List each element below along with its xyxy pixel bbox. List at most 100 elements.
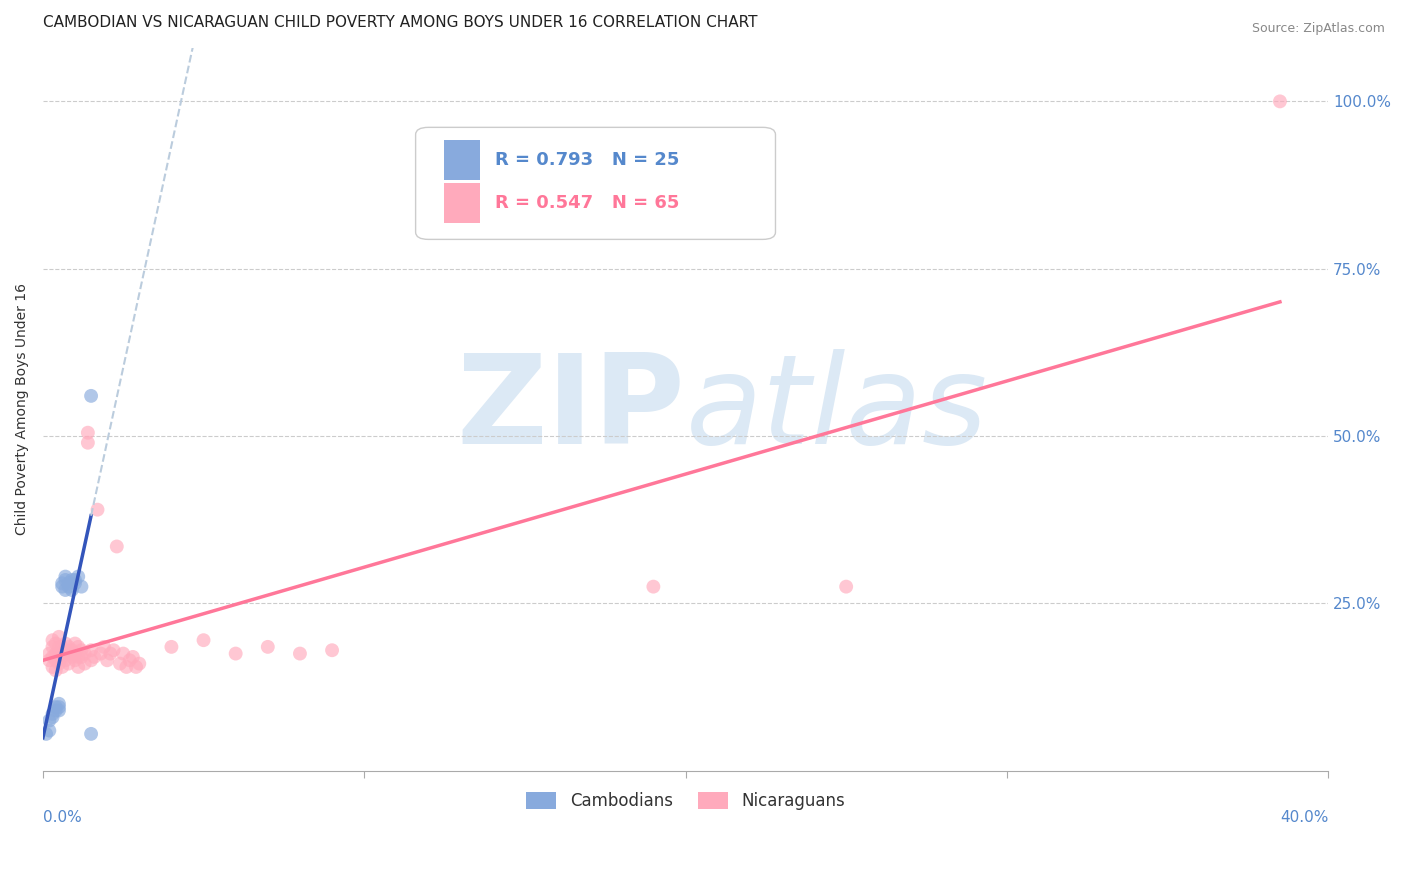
Text: R = 0.793   N = 25: R = 0.793 N = 25 [495,151,679,169]
Point [63,573,86,587]
Point [80,643,103,657]
Point [321,643,343,657]
Point [70,649,93,664]
Point [70,643,93,657]
Point [643,580,665,594]
Point [48,630,70,644]
Y-axis label: Child Poverty Among Boys Under 16: Child Poverty Among Boys Under 16 [15,284,30,535]
Point [225,647,247,661]
Point [41,649,63,664]
Point [86,502,108,516]
Point [38,723,60,738]
Point [35,727,58,741]
Point [80,389,103,403]
Point [58,657,80,671]
Point [55,653,77,667]
Point [76,435,98,450]
Point [48,703,70,717]
Point [60,582,83,597]
Point [112,647,135,661]
Point [60,643,83,657]
Point [98,647,121,661]
Point [41,710,63,724]
Point [128,657,150,671]
Point [51,640,73,654]
Point [115,660,138,674]
Point [41,706,63,721]
Point [1268,95,1291,109]
Point [256,640,278,654]
Point [73,657,96,671]
Point [160,640,183,654]
Point [45,653,67,667]
Text: R = 0.547   N = 65: R = 0.547 N = 65 [495,194,679,212]
Text: Source: ZipAtlas.com: Source: ZipAtlas.com [1251,22,1385,36]
Point [55,569,77,583]
Point [288,647,311,661]
Point [80,727,103,741]
Point [125,660,148,674]
Point [38,653,60,667]
Text: ZIP: ZIP [457,349,686,470]
Point [63,636,86,650]
Point [48,640,70,654]
Point [41,640,63,654]
Point [73,647,96,661]
Point [48,647,70,661]
Point [51,576,73,591]
Point [45,700,67,714]
Point [90,647,112,661]
Point [60,649,83,664]
Point [55,643,77,657]
Point [58,576,80,591]
Point [55,636,77,650]
Bar [444,140,479,180]
Point [41,660,63,674]
Point [41,633,63,648]
Point [51,580,73,594]
Point [63,647,86,661]
Point [108,657,131,671]
Point [103,643,125,657]
Text: 40.0%: 40.0% [1279,811,1329,825]
Point [70,580,93,594]
Text: 0.0%: 0.0% [44,811,82,825]
FancyBboxPatch shape [416,128,776,239]
Point [76,425,98,440]
Point [45,636,67,650]
Point [67,640,90,654]
Point [38,647,60,661]
Point [45,647,67,661]
Point [63,653,86,667]
Point [80,653,103,667]
Point [45,703,67,717]
Point [48,657,70,671]
Bar [444,184,479,223]
Text: CAMBODIAN VS NICARAGUAN CHILD POVERTY AMONG BOYS UNDER 16 CORRELATION CHART: CAMBODIAN VS NICARAGUAN CHILD POVERTY AM… [44,15,758,30]
Point [38,714,60,728]
Point [105,540,128,554]
Point [83,649,105,664]
Point [45,663,67,677]
Point [58,580,80,594]
Point [67,569,90,583]
Point [67,660,90,674]
Text: atlas: atlas [686,349,987,470]
Point [48,700,70,714]
Point [121,649,143,664]
Point [51,660,73,674]
Point [93,640,115,654]
Point [58,640,80,654]
Point [67,649,90,664]
Point [835,580,858,594]
Point [60,573,83,587]
Point [96,653,118,667]
Legend: Cambodians, Nicaraguans: Cambodians, Nicaraguans [520,785,852,816]
Point [118,653,141,667]
Point [55,582,77,597]
Point [48,697,70,711]
Point [55,573,77,587]
Point [63,576,86,591]
Point [51,649,73,664]
Point [193,633,215,648]
